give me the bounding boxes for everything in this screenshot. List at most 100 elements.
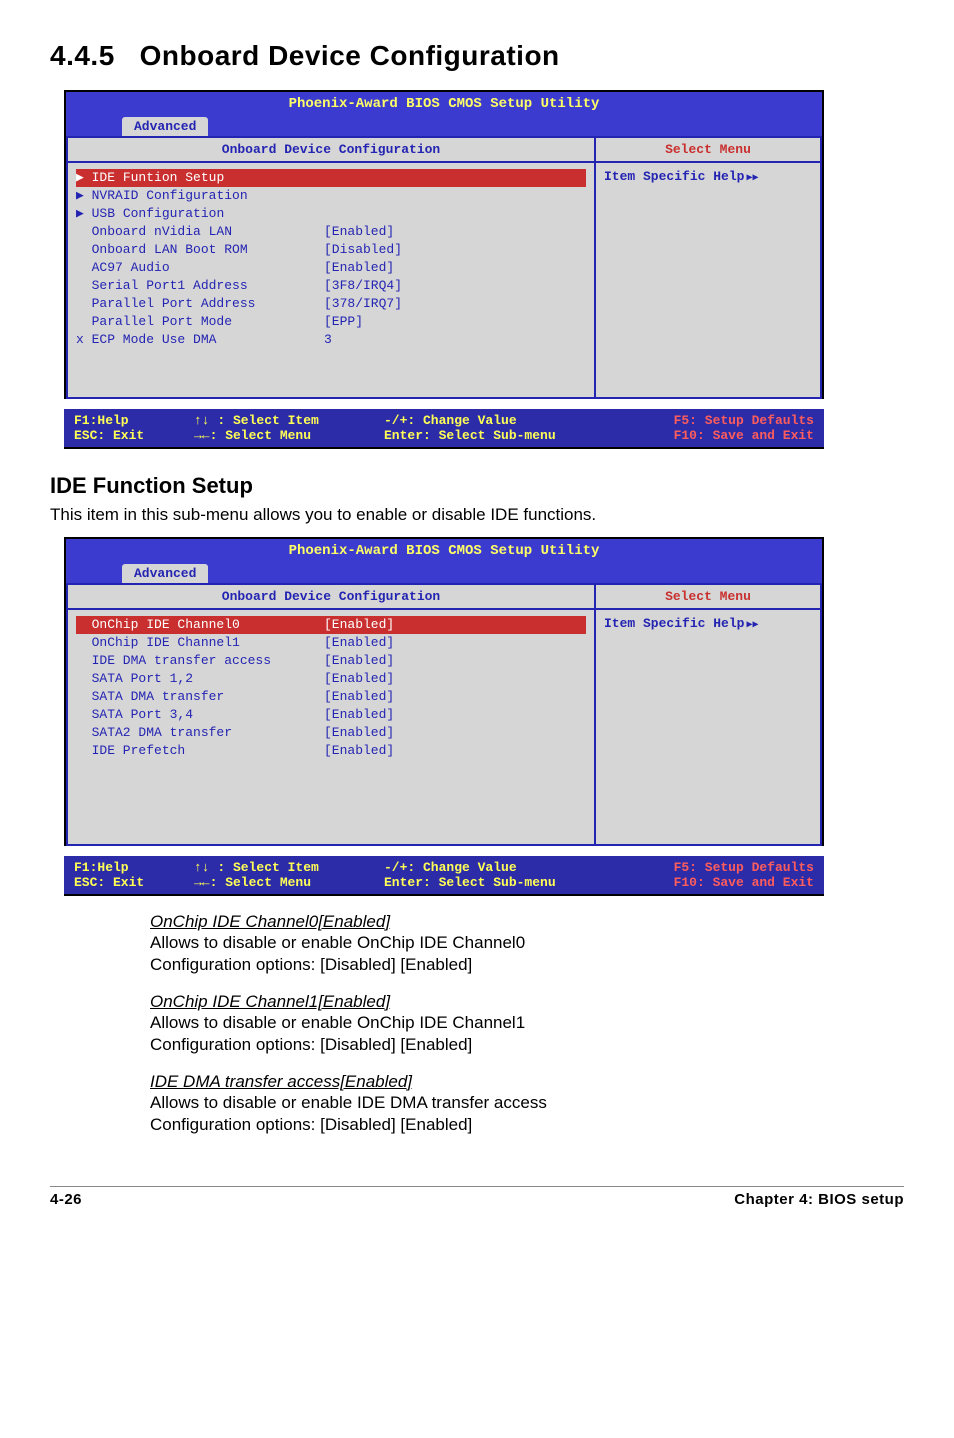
bios-row[interactable]: Onboard LAN Boot ROM[Disabled]	[68, 241, 594, 259]
bios-content-2: OnChip IDE Channel0[Enabled] OnChip IDE …	[66, 610, 822, 846]
bios-row-label: Parallel Port Mode	[76, 313, 324, 331]
bios-row-label: SATA Port 3,4	[76, 706, 324, 724]
bios-header-row: Onboard Device Configuration Select Menu	[66, 136, 822, 163]
bios-left-pane-2[interactable]: OnChip IDE Channel0[Enabled] OnChip IDE …	[66, 610, 596, 846]
bios-row-label: ▶ IDE Funtion Setup	[76, 169, 324, 187]
right-header: Select Menu	[596, 136, 822, 163]
bios-row-value	[324, 169, 586, 187]
bios-footer-1: F1:Help ESC: Exit ↑↓ : Select Item →←: S…	[64, 409, 824, 449]
bios-row-value: [Enabled]	[324, 223, 586, 241]
bios-row[interactable]: Serial Port1 Address[3F8/IRQ4]	[68, 277, 594, 295]
bios-row[interactable]: Onboard nVidia LAN[Enabled]	[68, 223, 594, 241]
definition-title: IDE DMA transfer access[Enabled]	[150, 1072, 904, 1092]
bios-row-label: Onboard LAN Boot ROM	[76, 241, 324, 259]
footer-col3: -/+: Change Value Enter: Select Sub-menu	[384, 413, 614, 443]
definition-title: OnChip IDE Channel0[Enabled]	[150, 912, 904, 932]
esc-exit: ESC: Exit	[74, 428, 194, 443]
page-footer: 4-26 Chapter 4: BIOS setup	[50, 1186, 904, 1208]
select-menu: →←: Select Menu	[194, 428, 384, 443]
footer2-col3: -/+: Change Value Enter: Select Sub-menu	[384, 860, 614, 890]
bios-right-pane-2: Item Specific Help	[596, 610, 822, 846]
bios-utility-title: Phoenix-Award BIOS CMOS Setup Utility	[66, 92, 822, 114]
bios-row[interactable]: SATA Port 3,4[Enabled]	[68, 706, 594, 724]
bios-row-value: [378/IRQ7]	[324, 295, 586, 313]
bios-row-label: OnChip IDE Channel1	[76, 634, 324, 652]
enter-submenu-2: Enter: Select Sub-menu	[384, 875, 614, 890]
bios-row-label: IDE DMA transfer access	[76, 652, 324, 670]
bios-row-label: SATA2 DMA transfer	[76, 724, 324, 742]
bios-row-label: IDE Prefetch	[76, 742, 324, 760]
definition-line: Allows to disable or enable OnChip IDE C…	[150, 932, 904, 954]
ide-setup-title: IDE Function Setup	[50, 473, 904, 499]
bios-row[interactable]: SATA Port 1,2[Enabled]	[68, 670, 594, 688]
left-header: Onboard Device Configuration	[66, 136, 596, 163]
bios-row-label: Parallel Port Address	[76, 295, 324, 313]
f1-help-2: F1:Help	[74, 860, 194, 875]
bios-row[interactable]: SATA2 DMA transfer[Enabled]	[68, 724, 594, 742]
definition-line: Allows to disable or enable OnChip IDE C…	[150, 1012, 904, 1034]
bios-left-pane[interactable]: ▶ IDE Funtion Setup▶ NVRAID Configuratio…	[66, 163, 596, 399]
bios-row-value: [Enabled]	[324, 724, 586, 742]
f5-defaults-2: F5: Setup Defaults	[614, 860, 814, 875]
bios-row[interactable]: ▶ NVRAID Configuration	[68, 187, 594, 205]
bios-tabrow-2: Advanced	[66, 561, 822, 583]
ide-setup-desc: This item in this sub-menu allows you to…	[50, 505, 904, 525]
definition-line: Configuration options: [Disabled] [Enabl…	[150, 1034, 904, 1056]
help-label: Item Specific Help	[604, 169, 758, 184]
bios-row-label: SATA DMA transfer	[76, 688, 324, 706]
bios-row-value	[324, 205, 586, 223]
bios-panel-2: Phoenix-Award BIOS CMOS Setup Utility Ad…	[64, 537, 824, 846]
bios-tabrow: Advanced	[66, 114, 822, 136]
bios-row-label: ▶ USB Configuration	[76, 205, 324, 223]
help-label-2: Item Specific Help	[604, 616, 758, 631]
bios-row[interactable]: x ECP Mode Use DMA3	[68, 331, 594, 349]
tab-advanced[interactable]: Advanced	[122, 117, 208, 136]
bios-footer-2: F1:Help ESC: Exit ↑↓ : Select Item →←: S…	[64, 856, 824, 896]
esc-exit-2: ESC: Exit	[74, 875, 194, 890]
bios-row[interactable]: OnChip IDE Channel1[Enabled]	[68, 634, 594, 652]
definition-line: Allows to disable or enable IDE DMA tran…	[150, 1092, 904, 1114]
bios-row[interactable]: IDE Prefetch[Enabled]	[68, 742, 594, 760]
bios-right-pane: Item Specific Help	[596, 163, 822, 399]
bios-row-label: Onboard nVidia LAN	[76, 223, 324, 241]
bios-row-value: [Enabled]	[324, 259, 586, 277]
bios-panel-1: Phoenix-Award BIOS CMOS Setup Utility Ad…	[64, 90, 824, 399]
definitions-container: OnChip IDE Channel0[Enabled]Allows to di…	[50, 912, 904, 1136]
bios-row-value: [Disabled]	[324, 241, 586, 259]
bios-row[interactable]: AC97 Audio[Enabled]	[68, 259, 594, 277]
section-number: 4.4.5	[50, 40, 115, 71]
bios-row[interactable]: ▶ IDE Funtion Setup	[68, 169, 594, 187]
change-value-2: -/+: Change Value	[384, 860, 614, 875]
page-number: 4-26	[50, 1191, 82, 1208]
definition-block: OnChip IDE Channel0[Enabled]Allows to di…	[150, 912, 904, 976]
footer2-col1: F1:Help ESC: Exit	[74, 860, 194, 890]
bios-row[interactable]: SATA DMA transfer[Enabled]	[68, 688, 594, 706]
select-item-2: ↑↓ : Select Item	[194, 860, 384, 875]
bios-row-value: [Enabled]	[324, 742, 586, 760]
footer-col4: F5: Setup Defaults F10: Save and Exit	[614, 413, 814, 443]
definition-line: Configuration options: [Disabled] [Enabl…	[150, 1114, 904, 1136]
definition-block: OnChip IDE Channel1[Enabled]Allows to di…	[150, 992, 904, 1056]
bios-row-value: [Enabled]	[324, 616, 586, 634]
bios-row[interactable]: ▶ USB Configuration	[68, 205, 594, 223]
select-menu-2: →←: Select Menu	[194, 875, 384, 890]
enter-submenu: Enter: Select Sub-menu	[384, 428, 614, 443]
footer-col2: ↑↓ : Select Item →←: Select Menu	[194, 413, 384, 443]
bios-row[interactable]: IDE DMA transfer access[Enabled]	[68, 652, 594, 670]
bios-row-value: [Enabled]	[324, 688, 586, 706]
f1-help: F1:Help	[74, 413, 194, 428]
chapter-label: Chapter 4: BIOS setup	[734, 1191, 904, 1208]
bios-row-label: OnChip IDE Channel0	[76, 616, 324, 634]
bios-row-value: [Enabled]	[324, 670, 586, 688]
footer-col1: F1:Help ESC: Exit	[74, 413, 194, 443]
bios-utility-title-2: Phoenix-Award BIOS CMOS Setup Utility	[66, 539, 822, 561]
bios-row-value: [Enabled]	[324, 706, 586, 724]
bios-row[interactable]: OnChip IDE Channel0[Enabled]	[68, 616, 594, 634]
f10-save: F10: Save and Exit	[614, 428, 814, 443]
bios-row[interactable]: Parallel Port Mode[EPP]	[68, 313, 594, 331]
bios-row-value: 3	[324, 331, 586, 349]
f10-save-2: F10: Save and Exit	[614, 875, 814, 890]
tab-advanced-2[interactable]: Advanced	[122, 564, 208, 583]
bios-row[interactable]: Parallel Port Address[378/IRQ7]	[68, 295, 594, 313]
bios-row-value: [Enabled]	[324, 634, 586, 652]
